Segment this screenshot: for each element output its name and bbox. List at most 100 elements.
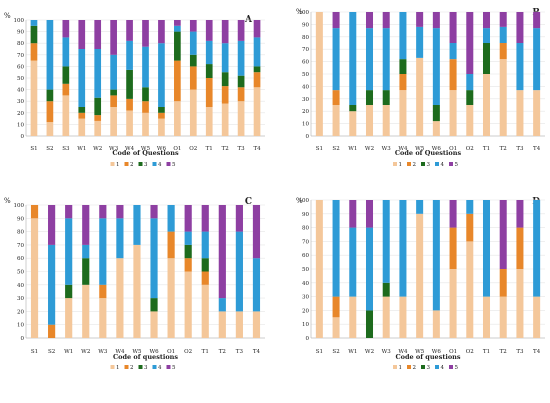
bar-segment-w2-level-5 — [94, 20, 102, 49]
bar-segment-w1-level-5 — [78, 20, 86, 49]
bar-segment-w6-level-3 — [150, 298, 158, 312]
y-tick-label: 90 — [302, 22, 309, 28]
bar-segment-t1-level-4 — [482, 200, 491, 297]
bar-segment-w2-level-4 — [82, 244, 90, 259]
bar-segment-t1-level-3 — [201, 258, 209, 272]
y-tick-label: 40 — [17, 283, 24, 289]
bar-segment-t2-level-4 — [499, 26, 507, 43]
x-tick-label: O2 — [189, 146, 197, 152]
x-tick-label: T4 — [533, 146, 541, 152]
bar-segment-w6-level-1 — [150, 311, 158, 338]
x-tick-label: W2 — [93, 146, 102, 152]
bar-segment-s1-level-1 — [30, 218, 39, 338]
legend-label: 3 — [144, 162, 148, 168]
y-tick-label: 0 — [21, 336, 25, 342]
legend-swatch-1 — [110, 162, 115, 166]
x-tick-label: S1 — [316, 146, 323, 152]
bar-segment-o2-level-4 — [466, 200, 474, 214]
bar-segment-t1-level-3 — [205, 64, 213, 78]
bar-segment-t3-level-1 — [237, 101, 245, 136]
bar-segment-s2-level-2 — [46, 101, 54, 123]
legend-swatch-2 — [124, 162, 129, 166]
bar-segment-s2-level-4 — [332, 200, 340, 297]
bar-segment-w5-level-4 — [416, 26, 424, 58]
bar-segment-t3-level-4 — [237, 40, 245, 76]
y-tick-label: 70 — [302, 239, 309, 245]
bar-segment-o2-level-3 — [466, 90, 474, 105]
legend-label: 1 — [399, 365, 403, 371]
bar-segment-w6-level-4 — [150, 218, 158, 299]
bar-segment-o1-level-4 — [449, 43, 457, 60]
x-tick-label: W6 — [432, 349, 442, 355]
bar-segment-t1-level-1 — [482, 296, 491, 338]
bar-segment-t4-level-4 — [253, 37, 261, 67]
bar-segment-t4-level-4 — [533, 28, 541, 91]
bar-segment-w1-level-1 — [78, 118, 86, 136]
x-tick-label: T4 — [253, 349, 261, 355]
x-tick-label: W4 — [115, 349, 125, 355]
bar-segment-o2-level-4 — [466, 74, 474, 91]
y-tick-label: 100 — [299, 10, 310, 16]
bar-segment-o1-level-4 — [174, 25, 181, 32]
bar-segment-s1-level-2 — [30, 205, 39, 219]
bar-segment-w3-level-5 — [110, 20, 117, 55]
bar-segment-t2-level-2 — [499, 43, 507, 60]
y-tick-label: 20 — [302, 308, 309, 314]
bar-segment-t4-level-4 — [533, 200, 541, 297]
bar-segment-t3-level-4 — [235, 231, 243, 312]
bar-segment-s1-level-1 — [315, 12, 323, 136]
y-tick-label: 50 — [17, 76, 24, 82]
bar-segment-t3-level-5 — [516, 200, 524, 228]
bar-segment-w5-level-4 — [133, 205, 141, 245]
x-tick-label: T1 — [206, 146, 213, 152]
bar-segment-s1-level-4 — [30, 20, 38, 26]
bar-segment-s2-level-5 — [48, 205, 56, 245]
bar-segment-w2-level-5 — [365, 200, 374, 228]
legend-label: 1 — [116, 162, 120, 168]
bar-segment-w1-level-5 — [349, 200, 357, 228]
x-tick-label: W4 — [125, 146, 135, 152]
legend-swatch-3 — [138, 365, 143, 369]
bar-segment-s2-level-2 — [48, 324, 56, 338]
bar-segment-w2-level-4 — [94, 49, 102, 98]
y-tick-label: 30 — [17, 296, 24, 302]
y-tick-label: 70 — [17, 53, 24, 59]
x-tick-label: W1 — [348, 146, 357, 152]
y-tick-label: 30 — [17, 99, 24, 105]
bar-segment-w3-level-4 — [110, 54, 117, 90]
x-axis-title: Code of Questions — [395, 149, 462, 157]
bar-segment-w4-level-1 — [116, 258, 124, 338]
bar-segment-s1-level-1 — [315, 200, 323, 338]
bar-segment-o2-level-5 — [466, 12, 474, 74]
x-tick-label: T2 — [500, 349, 507, 355]
bar-segment-w3-level-1 — [382, 105, 390, 136]
bar-segment-w4-level-2 — [126, 98, 133, 111]
legend-swatch-3 — [138, 162, 143, 166]
bar-segment-w2-level-5 — [82, 205, 90, 245]
bar-segment-w6-level-4 — [158, 43, 165, 107]
legend-label: 2 — [130, 162, 134, 168]
bar-segment-w3-level-3 — [110, 89, 117, 96]
bar-segment-w4-level-4 — [399, 12, 407, 60]
x-tick-label: O1 — [167, 349, 175, 355]
legend-label: 5 — [455, 162, 459, 168]
bar-segment-s1-level-2 — [30, 43, 38, 61]
bar-segment-w1-level-4 — [65, 218, 73, 285]
bar-segment-o2-level-4 — [189, 31, 197, 55]
bar-segment-s2-level-1 — [332, 105, 340, 136]
bar-segment-o2-level-5 — [189, 20, 197, 32]
bar-segment-w2-level-1 — [94, 120, 102, 136]
bar-segment-w4-level-2 — [399, 74, 407, 91]
bar-segment-w2-level-3 — [365, 90, 374, 105]
chart-panel-d: D%0102030405060708090100S1S2W1W2W3W4W5W6… — [296, 197, 545, 371]
x-tick-label: W1 — [64, 349, 73, 355]
bar-segment-w1-level-1 — [349, 111, 357, 136]
y-tick-label: 40 — [302, 84, 309, 90]
bar-segment-o2-level-1 — [466, 105, 474, 136]
x-tick-label: W4 — [398, 349, 408, 355]
bar-segment-w6-level-5 — [432, 12, 440, 29]
x-tick-label: T4 — [533, 349, 541, 355]
bar-segment-o2-level-1 — [184, 271, 192, 338]
bar-segment-t2-level-2 — [499, 269, 507, 297]
bar-segment-w2-level-5 — [365, 12, 374, 29]
